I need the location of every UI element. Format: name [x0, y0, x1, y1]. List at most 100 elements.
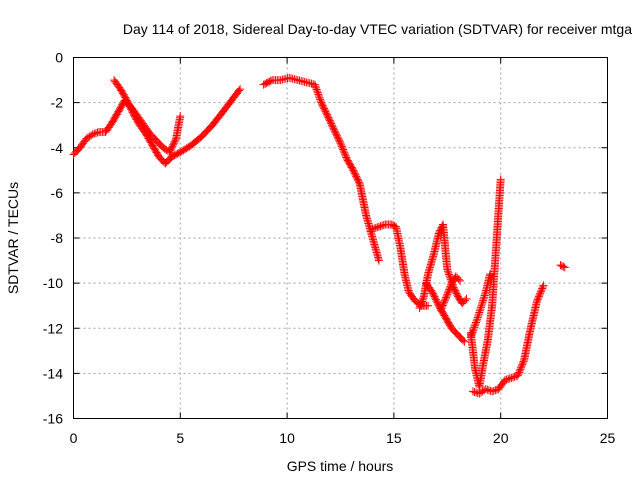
data-point-fill [313, 88, 322, 97]
data-point [310, 80, 319, 89]
data-point [462, 294, 471, 303]
data-point-fill [470, 387, 479, 396]
data-point [468, 387, 477, 396]
data-point [374, 222, 383, 231]
data-point [507, 373, 516, 382]
data-series [259, 73, 383, 265]
data-point-fill [468, 328, 477, 337]
data-point-fill [417, 299, 426, 308]
data-point-fill [444, 287, 453, 296]
data-point-fill [470, 321, 479, 330]
data-point-fill [91, 129, 100, 138]
data-series [468, 281, 548, 398]
grid-lines [73, 57, 608, 419]
data-point-fill [314, 90, 323, 99]
axis-ticks [73, 57, 608, 419]
data-point [415, 303, 424, 312]
data-point-fill [473, 313, 482, 322]
data-point-fill [416, 302, 425, 311]
data-point-fill [446, 282, 455, 291]
data-point [424, 301, 433, 310]
data-point-fill [489, 386, 498, 395]
data-point [443, 265, 452, 274]
data-point-fill [461, 296, 470, 305]
data-point [368, 224, 377, 233]
data-point-fill [373, 223, 382, 232]
data-point [456, 276, 465, 285]
data-point-fill [417, 297, 426, 306]
data-point [176, 112, 185, 121]
data-point [500, 376, 509, 385]
data-point-fill [469, 325, 478, 334]
data-point-fill [454, 275, 463, 284]
data-point-fill [418, 295, 427, 304]
data-point [488, 387, 497, 396]
data-point-fill [480, 291, 489, 300]
x-tick-label: 15 [386, 430, 402, 446]
y-tick-label: -12 [43, 320, 63, 336]
data-point-fill [442, 291, 451, 300]
y-tick-labels: 0 -2 -4 -6 -8 -10 -12 -14 -16 [43, 50, 63, 427]
data-point-fill [443, 288, 452, 297]
data-point [460, 337, 469, 346]
data-point-fill [491, 386, 500, 395]
x-tick-label: 0 [70, 430, 78, 446]
x-tick-label: 5 [176, 430, 184, 446]
y-tick-label: -8 [51, 230, 64, 246]
y-tick-label: -6 [51, 185, 64, 201]
data-point-fill [311, 82, 320, 91]
data-point-fill [480, 293, 489, 302]
data-point-fill [313, 87, 322, 96]
data-point [374, 256, 383, 265]
data-point-fill [471, 320, 480, 329]
data-point-fill [444, 268, 453, 277]
data-series [415, 220, 471, 312]
data-point-fill [476, 305, 485, 314]
data-point-fill [472, 318, 481, 327]
data-point-fill [476, 303, 485, 312]
data-series [466, 175, 505, 391]
data-series [556, 261, 569, 272]
data-point-fill [316, 95, 325, 104]
data-point-fill [475, 306, 484, 315]
data-point-fill [87, 131, 96, 140]
y-tick-label: -10 [43, 275, 63, 291]
data-series [436, 272, 465, 315]
data-point [477, 301, 486, 310]
data-point-fill [481, 289, 490, 298]
data-point-fill [416, 300, 425, 309]
x-tick-label: 20 [493, 430, 509, 446]
data-point-fill [419, 294, 428, 303]
data-point-fill [474, 310, 483, 319]
data-point-fill [479, 296, 488, 305]
data-point [443, 290, 452, 299]
data-point-fill [445, 283, 454, 292]
data-point-fill [379, 221, 388, 230]
data-point [496, 175, 505, 184]
y-tick-label: -2 [51, 95, 64, 111]
data-point-fill [90, 129, 99, 138]
data-point-fill [312, 83, 321, 92]
data-point-fill [445, 270, 454, 279]
chart-title: Day 114 of 2018, Sidereal Day-to-day VTE… [123, 21, 632, 37]
data-point-fill [315, 93, 324, 102]
data-point [481, 385, 490, 394]
data-point-fill [559, 262, 568, 271]
data-point [486, 270, 495, 279]
y-tick-label: -16 [43, 411, 63, 427]
y-tick-label: -4 [51, 140, 64, 156]
data-point-fill [470, 323, 479, 332]
data-point-fill [312, 85, 321, 94]
data-point-fill [538, 282, 547, 291]
x-tick-labels: 0 5 10 15 20 25 [70, 430, 616, 446]
data-point [466, 333, 475, 342]
data-point-fill [472, 316, 481, 325]
data-point-fill [371, 223, 380, 232]
data-point-fill [474, 311, 483, 320]
data-point [560, 263, 569, 272]
data-point-fill [93, 128, 102, 137]
data-point [473, 315, 482, 324]
x-tick-label: 25 [600, 430, 616, 446]
data-points [69, 73, 569, 398]
data-series [466, 270, 495, 342]
